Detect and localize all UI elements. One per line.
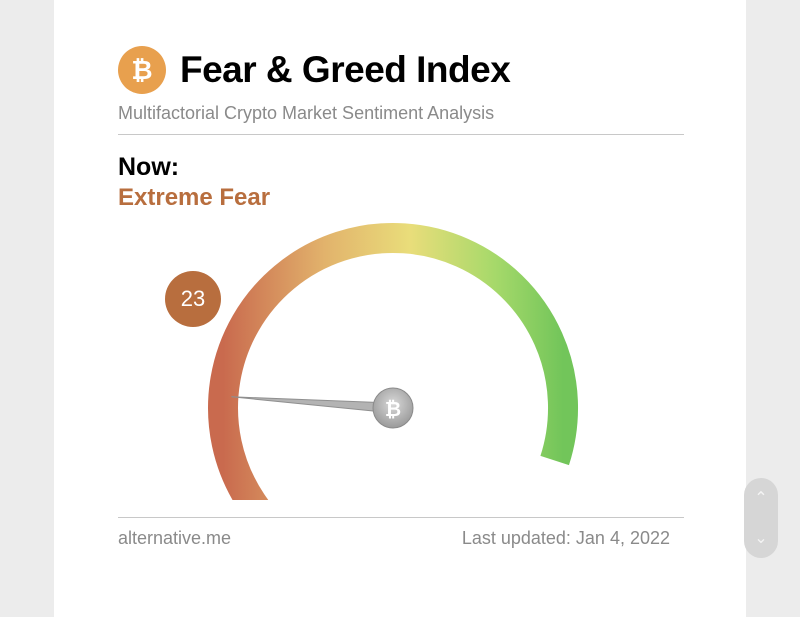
- source-link[interactable]: alternative.me: [118, 528, 232, 548]
- page-subtitle: Multifactorial Crypto Market Sentiment A…: [118, 103, 495, 123]
- sentiment-classification: Extreme Fear: [118, 184, 271, 211]
- now-label: Now:: [118, 153, 180, 181]
- gauge-arc: [208, 223, 579, 500]
- header-divider: [118, 134, 684, 135]
- gauge-hub: [372, 387, 414, 429]
- scroll-down-icon[interactable]: ⌄: [754, 530, 768, 547]
- scroll-control: ⌃ ⌄: [744, 478, 778, 558]
- header: ₿ Fear & Greed Index: [118, 46, 511, 94]
- fear-greed-card: ₿ Fear & Greed Index Multifactorial Cryp…: [54, 0, 746, 617]
- footer-divider: [118, 517, 684, 518]
- last-updated: Last updated: Jan 4, 2022: [461, 528, 670, 548]
- page-title: Fear & Greed Index: [180, 49, 511, 90]
- bitcoin-logo-icon: ₿: [118, 46, 166, 94]
- gauge-hub-bitcoin-icon: ₿: [385, 397, 401, 421]
- scroll-up-icon[interactable]: ⌃: [754, 490, 768, 507]
- sentiment-gauge: ₿: [208, 223, 579, 500]
- gauge-needle: [231, 396, 394, 414]
- index-value-badge: 23: [165, 271, 221, 327]
